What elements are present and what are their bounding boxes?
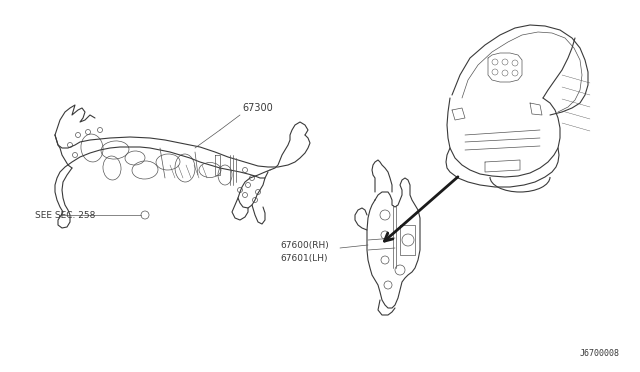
- Text: 67600(RH): 67600(RH): [280, 241, 329, 250]
- Text: 67300: 67300: [242, 103, 273, 113]
- Text: J6700008: J6700008: [580, 349, 620, 358]
- Text: SEE SEC. 258: SEE SEC. 258: [35, 211, 95, 219]
- Text: 67601(LH): 67601(LH): [280, 253, 328, 263]
